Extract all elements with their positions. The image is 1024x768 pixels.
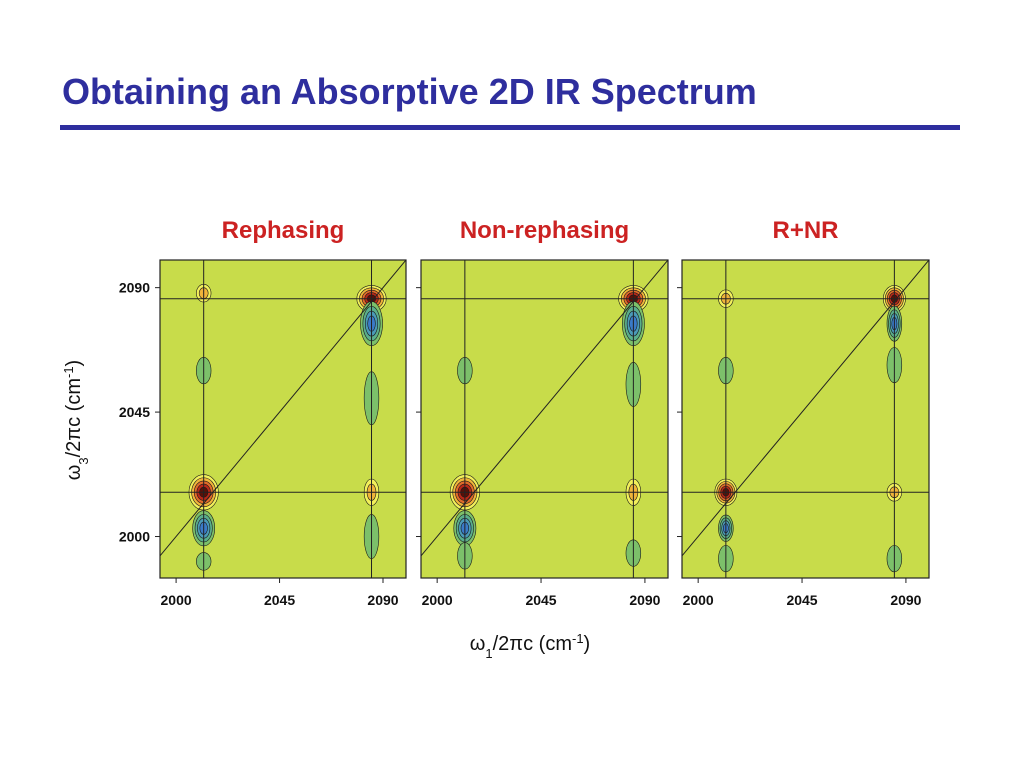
panel-title: Rephasing [222,217,345,244]
panel-2: 2000 2045 2090 Non-rephasing [416,217,669,608]
panel-1: 2000 2045 2090 2000 2045 2090 Rephasing [119,217,407,608]
y-tick-label: 2000 [119,529,150,545]
panel-frame [159,259,407,579]
slide-title: Obtaining an Absorptive 2D IR Spectrum [62,71,757,112]
x-tick-label: 2045 [786,592,817,608]
x-tick-label: 2045 [264,592,295,608]
panel-plot-area [682,260,929,578]
panel-title: Non-rephasing [460,217,629,244]
x-tick-label: 2090 [890,592,921,608]
title-underline [60,125,960,130]
diagonal-line [160,260,406,557]
x-tick-label: 2090 [629,592,660,608]
panel-title: R+NR [772,217,838,244]
y-tick-label: 2045 [119,404,150,420]
x-tick-label: 2000 [161,592,192,608]
panel-plot-area [160,260,406,578]
x-axis-label: ω1/2πc (cm-1) [470,631,590,661]
y-axis-label: ω3/2πc (cm-1) [61,360,91,480]
panel-frame [420,259,669,579]
x-tick-label: 2000 [422,592,453,608]
x-tick-label: 2090 [367,592,398,608]
panel-3: 2000 2045 2090 R+NR [677,217,930,608]
diagonal-line [682,260,929,557]
panel-plot-area [421,260,668,578]
x-tick-label: 2045 [525,592,556,608]
panel-frame [681,259,930,579]
diagonal-line [421,260,668,557]
x-tick-label: 2000 [683,592,714,608]
y-tick-label: 2090 [119,280,150,296]
